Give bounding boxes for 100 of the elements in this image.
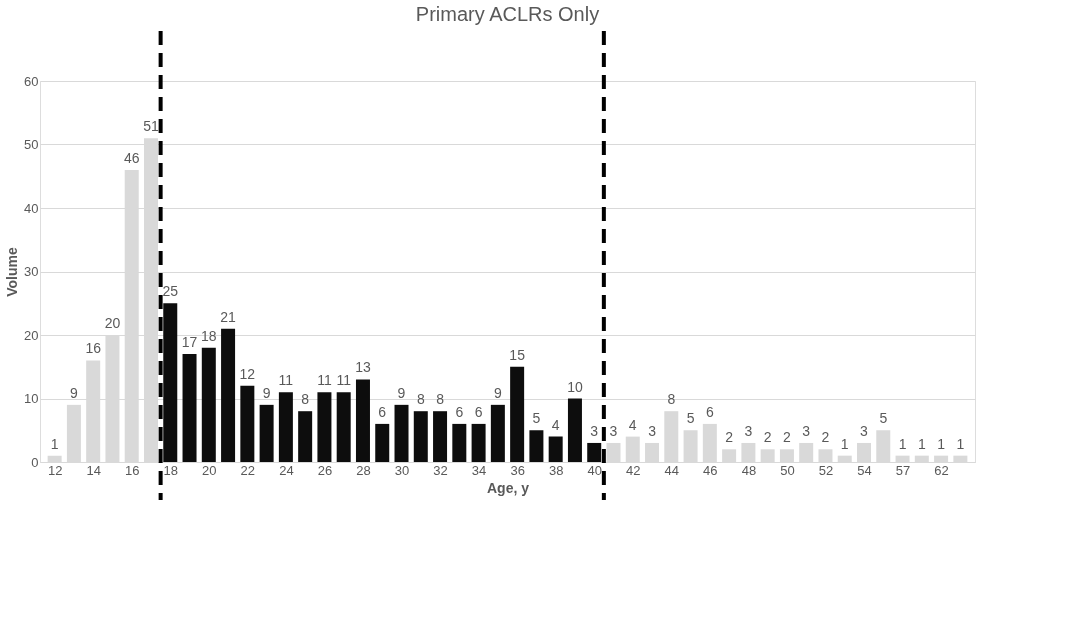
- data-label: 1: [840, 435, 849, 452]
- data-label: 3: [648, 422, 657, 439]
- x-tick-label: 62: [934, 462, 949, 478]
- x-tick-label: 48: [741, 462, 757, 478]
- bar: [240, 385, 255, 462]
- x-tick-label: 38: [548, 462, 564, 478]
- bar: [66, 404, 81, 462]
- data-label: 6: [705, 403, 714, 420]
- data-label: 10: [567, 378, 583, 395]
- data-label: 9: [262, 384, 271, 401]
- bar: [702, 423, 717, 462]
- data-label: 3: [860, 422, 869, 439]
- bar: [510, 366, 525, 462]
- bar: [278, 392, 293, 462]
- bar: [452, 423, 467, 462]
- bar: [799, 442, 814, 462]
- bar: [741, 442, 756, 462]
- x-tick-label: 54: [857, 462, 872, 478]
- y-tick-label: 40: [24, 200, 39, 216]
- data-label: 3: [802, 422, 811, 439]
- bar: [259, 404, 274, 462]
- y-tick-label: 10: [24, 391, 39, 406]
- x-tick-label: 40: [587, 462, 602, 478]
- bar: [587, 442, 602, 462]
- data-label: 46: [123, 149, 140, 166]
- data-label: 1: [917, 435, 926, 452]
- bar: [914, 455, 929, 462]
- bar: [818, 449, 833, 462]
- bar: [433, 411, 448, 462]
- data-label: 2: [725, 429, 734, 446]
- data-label: 11: [278, 372, 294, 389]
- bar: [182, 354, 197, 462]
- x-tick-label: 32: [433, 462, 448, 478]
- y-tick-label: 60: [24, 73, 39, 89]
- data-label: 16: [85, 340, 102, 357]
- bar: [336, 392, 351, 462]
- data-label: 8: [301, 391, 310, 408]
- bar: [413, 411, 428, 462]
- x-tick-label: 34: [471, 462, 487, 478]
- data-label: 13: [355, 359, 371, 376]
- data-label: 1: [956, 435, 965, 452]
- x-axis-title: Age, y: [486, 479, 530, 496]
- data-label: 6: [378, 403, 387, 420]
- data-label: 1: [898, 435, 907, 452]
- data-label: 8: [667, 391, 676, 408]
- bar: [664, 411, 679, 462]
- data-label: 1: [937, 435, 946, 452]
- data-label: 9: [397, 384, 406, 401]
- y-tick-label: 0: [31, 454, 39, 470]
- bar: [934, 455, 949, 462]
- data-label: 6: [474, 403, 483, 420]
- bar: [876, 430, 891, 462]
- bar: [760, 449, 775, 462]
- x-tick-label: 30: [394, 462, 410, 478]
- data-label: 17: [181, 334, 198, 351]
- data-label: 12: [239, 365, 256, 382]
- data-label: 3: [590, 422, 599, 439]
- bar: [722, 449, 737, 462]
- chart-title: Primary ACLRs Only: [415, 3, 600, 25]
- y-tick-label: 30: [24, 264, 39, 279]
- x-tick-label: 46: [703, 462, 718, 478]
- bar: [548, 436, 563, 462]
- bar: [625, 436, 640, 462]
- x-tick-label: 36: [510, 462, 525, 478]
- bar: [683, 430, 698, 462]
- data-label: 4: [628, 416, 637, 433]
- bar: [567, 398, 582, 462]
- data-label: 25: [162, 283, 179, 300]
- bar: [317, 392, 332, 462]
- x-tick-label: 28: [356, 462, 371, 478]
- bar: [298, 411, 313, 462]
- bar: [529, 430, 544, 462]
- data-label: 5: [686, 410, 695, 427]
- bar: [355, 379, 370, 462]
- bar: [490, 404, 505, 462]
- data-label: 15: [509, 346, 526, 363]
- x-tick-label: 50: [780, 462, 795, 478]
- x-tick-label: 14: [86, 462, 101, 478]
- data-label: 21: [220, 308, 237, 325]
- x-tick-label: 22: [240, 462, 256, 478]
- data-label: 2: [783, 429, 792, 446]
- y-axis-title: Volume: [4, 247, 21, 297]
- x-tick-label: 44: [664, 462, 680, 478]
- data-label: 18: [201, 327, 217, 344]
- x-tick-label: 12: [47, 462, 63, 478]
- data-label: 3: [609, 422, 618, 439]
- bar: [47, 455, 62, 462]
- x-tick-label: 18: [163, 462, 178, 478]
- data-label: 9: [70, 384, 79, 401]
- x-tick-label: 16: [124, 462, 140, 478]
- data-label: 8: [436, 391, 445, 408]
- data-label: 11: [336, 372, 352, 389]
- data-label: 20: [104, 315, 121, 331]
- bar: [606, 442, 621, 462]
- bar: [837, 455, 852, 462]
- x-tick-label: 52: [818, 462, 834, 478]
- data-label: 11: [317, 372, 332, 389]
- data-label: 1: [50, 435, 59, 452]
- y-tick-label: 50: [24, 137, 39, 152]
- bar: [779, 449, 794, 462]
